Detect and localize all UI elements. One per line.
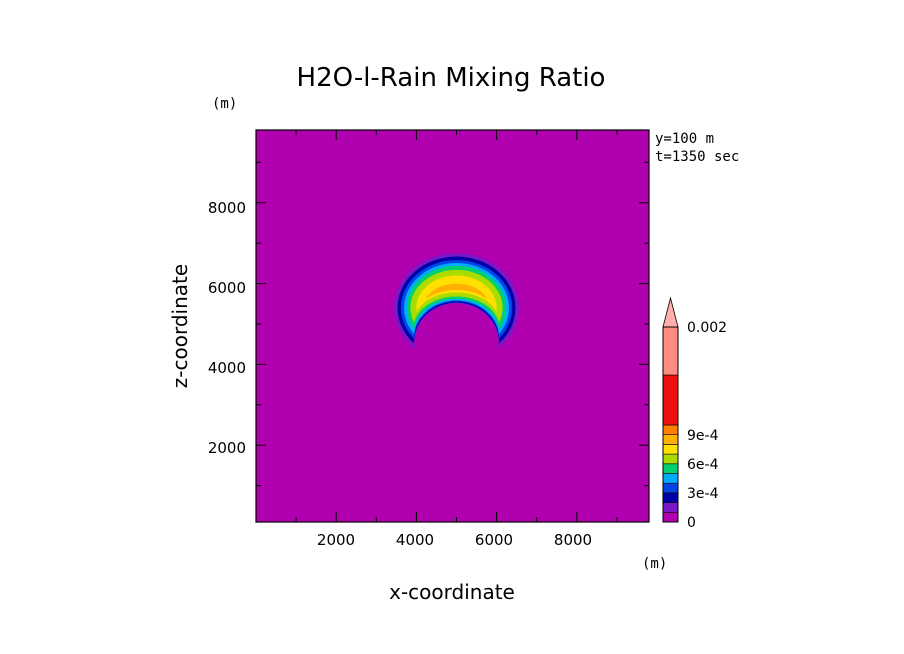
colorbar-band bbox=[662, 434, 679, 445]
chart-title: H2O-l-Rain Mixing Ratio bbox=[297, 63, 606, 93]
colorbar-band bbox=[662, 444, 679, 455]
x-tick-label: 4000 bbox=[396, 531, 434, 549]
colorbar-band bbox=[662, 511, 679, 523]
colorbar-band bbox=[662, 473, 679, 484]
colorbar-label: 6e-4 bbox=[687, 457, 719, 473]
colorbar-label: 0.002 bbox=[687, 320, 727, 336]
axis-ticks bbox=[256, 130, 649, 522]
colorbar-band bbox=[662, 374, 679, 426]
colorbar-band bbox=[662, 502, 679, 513]
y-tick-label: 2000 bbox=[208, 439, 246, 457]
y-unit-label: (m) bbox=[212, 96, 237, 112]
colorbar-band bbox=[662, 424, 679, 435]
x-axis-label: x-coordinate bbox=[389, 580, 515, 604]
time-annotation: t=1350 sec bbox=[655, 149, 739, 165]
x-tick-label: 8000 bbox=[554, 531, 592, 549]
colorbar-band bbox=[662, 492, 679, 503]
colorbar-label: 0 bbox=[687, 515, 696, 531]
rain-contours bbox=[393, 253, 520, 363]
colorbar-band bbox=[662, 463, 679, 474]
plot-frame bbox=[255, 129, 650, 523]
y-tick-label: 8000 bbox=[208, 199, 246, 217]
contour-band bbox=[434, 292, 479, 324]
colorbar-label: 9e-4 bbox=[687, 428, 719, 444]
colorbar-band bbox=[662, 482, 679, 494]
x-tick-label: 6000 bbox=[475, 531, 513, 549]
colorbar-frame bbox=[662, 326, 679, 523]
colorbar-label: 3e-4 bbox=[687, 486, 719, 502]
x-unit-label: (m) bbox=[642, 556, 667, 572]
y-tick-label: 6000 bbox=[208, 279, 246, 297]
colorbar-band bbox=[662, 326, 679, 376]
colorbar-band bbox=[662, 453, 679, 465]
y-axis-label: z-coordinate bbox=[168, 264, 192, 388]
y-tick-label: 4000 bbox=[208, 359, 246, 377]
colorbar-extend-arrow bbox=[662, 296, 679, 328]
y-slice-annotation: y=100 m bbox=[655, 131, 714, 147]
x-tick-label: 2000 bbox=[317, 531, 355, 549]
colorbar bbox=[662, 296, 679, 523]
